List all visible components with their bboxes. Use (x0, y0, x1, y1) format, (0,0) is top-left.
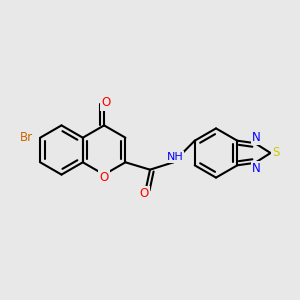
Text: S: S (272, 146, 280, 160)
Text: Br: Br (20, 131, 33, 144)
Text: N: N (252, 162, 261, 175)
Text: O: O (100, 171, 109, 184)
Text: O: O (101, 97, 110, 110)
Text: NH: NH (167, 152, 183, 162)
Text: N: N (252, 131, 261, 144)
Text: O: O (140, 187, 148, 200)
